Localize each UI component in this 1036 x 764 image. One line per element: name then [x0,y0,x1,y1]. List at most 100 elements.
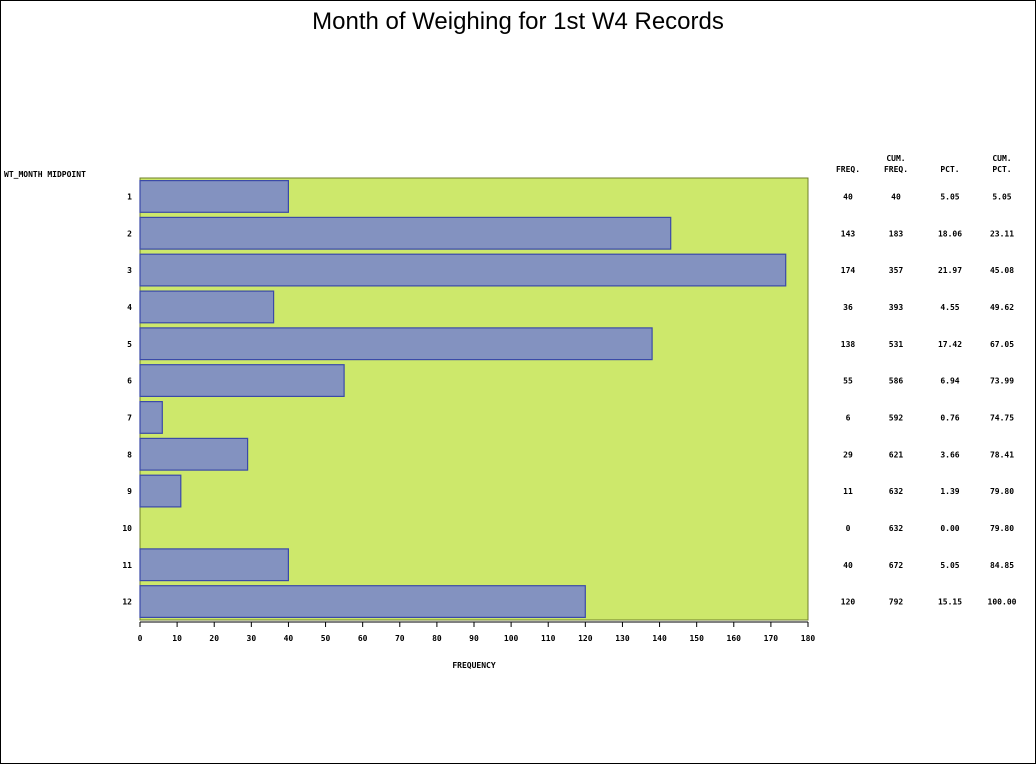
table-cell-pct: 6.94 [940,377,959,386]
table-cell-cum-freq: 792 [889,598,904,607]
table-cell-freq: 6 [846,413,851,422]
y-tick-label: 5 [127,340,132,349]
table-cell-freq: 40 [843,192,853,201]
table-cell-pct: 0.76 [940,413,959,422]
x-tick-label: 100 [504,634,519,643]
table-cell-cum-pct: 84.85 [990,561,1014,570]
table-cell-cum-freq: 183 [889,229,904,238]
table-cell-cum-freq: 592 [889,413,904,422]
table-cell-cum-pct: 78.41 [990,450,1014,459]
table-cell-freq: 143 [841,229,856,238]
x-tick-label: 30 [247,634,257,643]
table-header-cum-pct: CUM. [992,154,1011,163]
bar-month-9 [139,474,182,508]
bar-month-6 [139,364,345,398]
table-cell-pct: 5.05 [940,561,959,570]
table-cell-freq: 29 [843,450,853,459]
y-tick-label: 10 [122,524,132,533]
x-tick-label: 80 [432,634,442,643]
table-cell-pct: 4.55 [940,303,959,312]
table-cell-cum-pct: 45.08 [990,266,1014,275]
frequency-table: FREQ. CUM. FREQ. PCT. CUM. PCT. 40 40 5.05 5.05 14… [836,154,1017,607]
x-tick-label: 170 [764,634,779,643]
x-tick-label: 40 [284,634,294,643]
table-cell-cum-pct: 67.05 [990,340,1014,349]
table-cell-pct: 3.66 [940,450,959,459]
x-tick-label: 150 [689,634,704,643]
x-tick-label: 0 [138,634,143,643]
table-cell-cum-pct: 49.62 [990,303,1014,312]
table-cell-cum-freq: 531 [889,340,904,349]
table-cell-cum-freq: 393 [889,303,904,312]
table-cell-freq: 55 [843,377,853,386]
y-tick-label: 3 [127,266,132,275]
bar-month-1 [139,180,289,213]
table-cell-pct: 21.97 [938,266,962,275]
table-cell-freq: 11 [843,487,853,496]
x-tick-label: 140 [652,634,667,643]
table-cell-pct: 15.15 [938,598,962,607]
x-tick-label: 160 [727,634,742,643]
table-cell-pct: 18.06 [938,229,962,238]
bar-month-11 [139,548,289,582]
table-cell-freq: 36 [843,303,853,312]
table-cell-cum-pct: 100.00 [988,598,1017,607]
y-tick-label: 6 [127,377,132,386]
x-tick-label: 120 [578,634,593,643]
x-tick-label: 110 [541,634,556,643]
table-cell-cum-freq: 586 [889,377,904,386]
x-tick-label: 50 [321,634,331,643]
y-axis-label: WT_MONTH MIDPOINT [4,170,86,179]
x-tick-label: 90 [469,634,479,643]
bar-month-5 [139,327,653,361]
table-cell-cum-freq: 672 [889,561,904,570]
table-cell-cum-freq: 632 [889,524,904,533]
y-tick-label: 7 [127,413,132,422]
bar-month-4 [139,290,275,324]
table-cell-pct: 0.00 [940,524,959,533]
table-cell-cum-pct: 73.99 [990,377,1014,386]
x-axis: 0 10 20 30 40 50 60 70 80 90 100 110 120 130 140 150 160… [138,621,816,643]
table-header-cum-freq: FREQ. [884,165,908,174]
table-cell-freq: 174 [841,266,856,275]
bar-month-12 [139,585,586,619]
table-cell-cum-freq: 357 [889,266,904,275]
table-header-pct: PCT. [940,165,959,174]
table-cell-freq: 138 [841,340,856,349]
table-cell-cum-freq: 621 [889,450,904,459]
y-tick-label: 9 [127,487,132,496]
bar-month-2 [139,216,672,250]
table-cell-pct: 5.05 [940,192,959,201]
y-tick-label: 12 [122,598,132,607]
table-cell-cum-pct: 5.05 [992,192,1011,201]
x-axis-label: FREQUENCY [452,661,496,670]
plot-area [139,177,809,621]
bars-group [139,180,787,619]
x-tick-label: 180 [801,634,816,643]
bar-month-8 [139,437,249,471]
x-tick-label: 60 [358,634,368,643]
table-cell-pct: 17.42 [938,340,962,349]
chart-title: Month of Weighing for 1st W4 Records [312,8,724,35]
table-cell-freq: 120 [841,598,856,607]
y-tick-label: 4 [127,303,132,312]
table-cell-pct: 1.39 [940,487,959,496]
bar-month-7 [139,401,163,434]
table-cell-cum-pct: 23.11 [990,229,1014,238]
bar-month-3 [139,253,787,287]
y-tick-label: 1 [127,192,132,201]
y-tick-label: 8 [127,450,132,459]
table-cell-freq: 0 [846,524,851,533]
table-header-freq: FREQ. [836,165,860,174]
table-header-cum-freq: CUM. [886,154,905,163]
x-tick-label: 20 [209,634,219,643]
table-cell-freq: 40 [843,561,853,570]
table-header-cum-pct: PCT. [992,165,1011,174]
x-tick-label: 70 [395,634,405,643]
y-tick-label: 11 [122,561,132,570]
table-cell-cum-freq: 40 [891,192,901,201]
y-tick-label: 2 [127,229,132,238]
table-cell-cum-pct: 79.80 [990,487,1014,496]
